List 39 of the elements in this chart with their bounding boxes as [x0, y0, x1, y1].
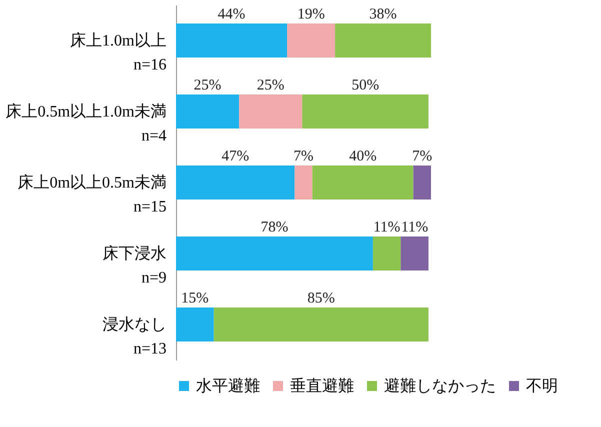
bar — [335, 24, 431, 58]
data-label: 85% — [307, 290, 335, 306]
bar — [176, 24, 288, 58]
data-label: 11% — [373, 220, 400, 236]
data-label: 25% — [194, 78, 222, 94]
legend-label: 垂直避難 — [290, 377, 354, 395]
bar — [294, 166, 312, 200]
data-label: 40% — [349, 148, 377, 164]
y-tick-label: 床上1.0m以上 n=16 — [70, 32, 166, 74]
data-label: 44% — [218, 6, 246, 22]
data-label: 15% — [181, 290, 209, 306]
data-label: 11% — [401, 220, 428, 236]
bar — [214, 308, 428, 342]
legend-label: 避難しなかった — [384, 377, 496, 395]
bar — [239, 94, 302, 128]
bar — [176, 236, 373, 270]
data-label: 50% — [352, 78, 380, 94]
bar — [176, 308, 214, 342]
legend-label: 水平避難 — [196, 377, 260, 395]
bar — [413, 166, 431, 200]
bar — [176, 166, 295, 200]
y-tick-label: 浸水なし n=13 — [102, 316, 166, 358]
bar — [312, 166, 414, 200]
y-tick-label: 床上0m以上0.5m未満 n=15 — [18, 174, 166, 216]
bar — [400, 236, 428, 270]
y-tick-label: 床上0.5m以上1.0m未満 n=4 — [6, 102, 166, 144]
data-label: 25% — [256, 78, 284, 94]
data-label: 47% — [222, 148, 250, 164]
legend-label: 不明 — [526, 378, 558, 395]
bar — [302, 94, 428, 128]
data-label: 7% — [294, 148, 314, 164]
data-label: 7% — [412, 148, 432, 164]
data-label: 38% — [369, 6, 397, 22]
bar — [287, 24, 336, 58]
bar — [176, 94, 240, 128]
data-label: 19% — [297, 6, 325, 22]
bar — [372, 236, 401, 270]
data-label: 78% — [260, 220, 288, 236]
y-tick-label: 床下浸水 n=9 — [102, 244, 166, 286]
